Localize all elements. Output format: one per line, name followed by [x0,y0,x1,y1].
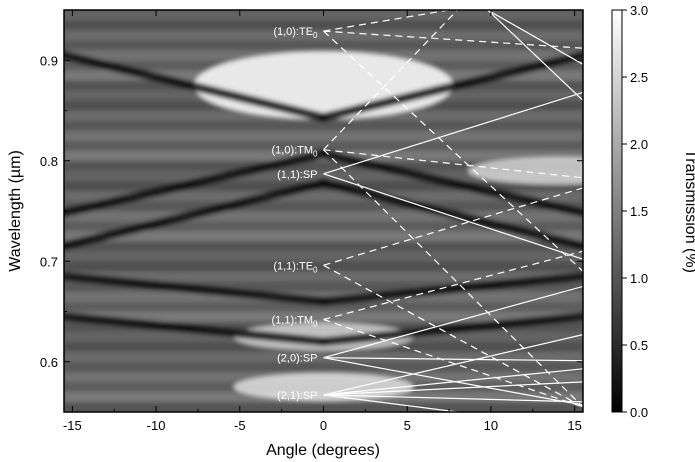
x-tick-label: -15 [63,418,82,433]
surface-plasmon-line [323,394,458,412]
waveguide-mode-line [323,30,583,272]
waveguide-mode-line [323,187,583,266]
dark-band [319,50,583,123]
mode-label: (1,1):TE0 [273,260,318,274]
heatmap-plot-area: (1,0):TE0 (1,0):TM0 (1,1):SP (1,1):TE0 (1,1)… [63,9,584,413]
y-tick-label: 0.8 [40,154,58,169]
surface-plasmon-line [323,334,583,396]
waveguide-mode-line [323,149,583,408]
dark-band [64,271,328,306]
surface-plasmon-line [323,285,583,359]
bright-feature [193,51,454,120]
colorbar-ticks: 0.0 0.5 1.0 1.5 2.0 2.5 3.0 [622,3,648,420]
colorbar-tick-label: 1.5 [630,204,648,219]
mode-label: (1,1):TM0 [271,315,318,329]
surface-plasmon-line [487,10,583,101]
y-tick-label: 0.9 [40,53,58,68]
dark-band [319,271,583,306]
waveguide-mode-line [323,318,583,408]
colorbar-tick-label: 2.5 [630,70,648,85]
waveguide-mode-line [323,10,458,151]
bright-feature [467,156,583,185]
colorbar-tick-label: 1.0 [630,271,648,286]
surface-plasmon-line [323,357,583,362]
y-axis: 0.6 0.7 0.8 0.9 [40,9,583,413]
surface-plasmon-line [323,173,583,260]
dark-band [319,149,583,218]
colorbar: 0.0 0.5 1.0 1.5 2.0 2.5 3.0 Transmission (%) [611,3,695,420]
surface-plasmon-line [487,10,583,65]
dark-band [319,312,583,347]
colorbar-tick-label: 3.0 [630,3,648,18]
mode-label: (2,1):SP [277,390,317,402]
bright-feature [233,322,414,351]
x-tick-label: 15 [567,418,581,433]
x-tick-label: -10 [147,418,166,433]
waveguide-mode-line [323,10,450,32]
colorbar-tick-label: 2.0 [630,137,648,152]
x-axis: -15 -10 -5 0 5 10 15 [63,10,582,433]
mode-label: (1,0):TM0 [271,145,318,159]
surface-plasmon-line [323,368,583,396]
mode-label: (2,0):SP [277,353,317,365]
x-tick-label: 0 [320,418,327,433]
dark-band [64,149,328,218]
mode-labels: (1,0):TE0 (1,0):TM0 (1,1):SP (1,1):TE0 (1,1)… [271,26,318,402]
colorbar-gradient [611,9,623,413]
x-tick-label: -5 [234,418,246,433]
heatmap-texture [64,10,583,412]
x-tick-label: 5 [404,418,411,433]
mode-label: (1,0):TE0 [273,26,318,40]
dark-band [64,50,328,123]
x-axis-label: Angle (degrees) [266,442,380,459]
waveguide-mode-line [323,149,583,179]
surface-plasmon-line [323,394,583,403]
waveguide-mode-line [323,250,583,321]
surface-plasmon-line [323,381,583,396]
y-axis-label: Wavelength (µm) [7,150,24,272]
mode-label: (1,1):SP [277,169,317,181]
x-tick-label: 10 [484,418,498,433]
surface-plasmon-line [323,91,583,175]
y-tick-label: 0.7 [40,254,58,269]
y-tick-label: 0.6 [40,355,58,370]
colorbar-label: Transmission (%) [682,149,695,273]
colorbar-tick-label: 0.0 [630,405,648,420]
dark-band [64,312,328,347]
mode-dispersion-lines [323,10,583,412]
dark-band [64,178,328,251]
colorbar-tick-label: 0.5 [630,338,648,353]
bright-feature [233,372,414,401]
waveguide-mode-line [323,30,583,49]
waveguide-mode-line [323,264,583,408]
